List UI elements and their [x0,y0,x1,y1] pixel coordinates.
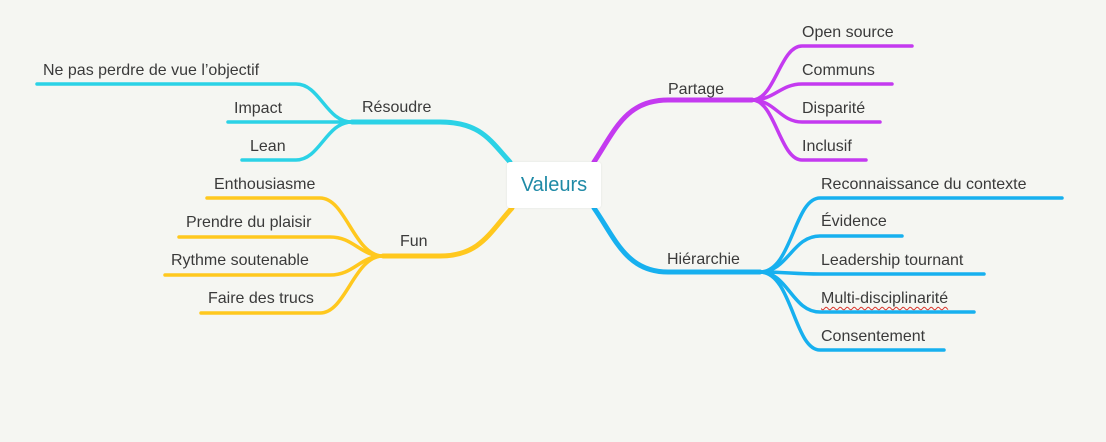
node-partage-communs[interactable]: Communs [802,62,875,79]
branch-partage[interactable]: Partage [668,81,725,98]
link-root-resoudre [349,119,513,165]
node-hierarchie-multidisciplinarite[interactable]: Multi-disciplinarité [821,290,949,307]
node-fun-enthousiasme[interactable]: Enthousiasme [214,176,316,193]
link-partage-communs [750,82,894,102]
node-partage-inclusif[interactable]: Inclusif [802,138,852,155]
node-hierarchie-leadership[interactable]: Leadership tournant [821,252,964,269]
link-hierarchie-consentement [758,270,946,352]
node-hierarchie-consentement[interactable]: Consentement [821,328,926,345]
link-fun-trucs [199,254,385,315]
branch-links-resoudre [35,82,513,165]
node-fun-plaisir[interactable]: Prendre du plaisir [186,214,312,231]
branch-fun[interactable]: Fun [400,233,428,250]
link-root-hierarchie [591,205,763,275]
link-root-fun [380,205,515,259]
root-label: Valeurs [520,173,588,196]
node-resoudre-impact[interactable]: Impact [234,100,283,117]
branch-links-partage [591,44,914,165]
branch-links-fun [163,196,515,315]
link-resoudre-objectif [35,82,354,124]
node-hierarchie-contexte[interactable]: Reconnaissance du contexte [821,176,1027,193]
branch-hierarchie[interactable]: Hiérarchie [667,251,740,268]
link-hierarchie-leadership [758,270,986,276]
link-partage-inclusif [750,98,868,162]
node-fun-trucs[interactable]: Faire des trucs [208,290,314,307]
link-root-partage [591,97,755,165]
node-fun-rythme[interactable]: Rythme soutenable [171,252,309,269]
node-partage-disparite[interactable]: Disparité [802,100,866,117]
branch-links-hierarchie [591,196,1064,352]
node-resoudre-objectif[interactable]: Ne pas perdre de vue l’objectif [43,62,260,79]
node-hierarchie-evidence[interactable]: Évidence [821,213,887,230]
branch-resoudre[interactable]: Résoudre [362,99,432,116]
link-resoudre-lean [240,120,354,162]
root-node[interactable]: Valeurs [507,162,601,208]
node-resoudre-lean[interactable]: Lean [250,138,286,155]
node-partage-opensource[interactable]: Open source [802,24,894,41]
